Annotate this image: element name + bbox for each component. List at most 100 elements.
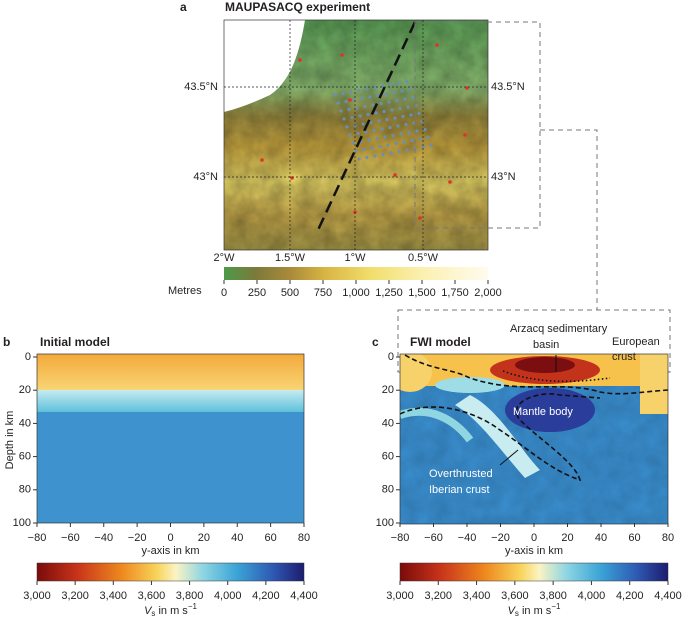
station <box>392 90 396 95</box>
x-tick-label: −80 <box>28 532 47 544</box>
station <box>383 135 387 139</box>
station <box>374 111 378 115</box>
station <box>384 92 388 96</box>
station <box>393 116 397 120</box>
station <box>365 155 369 160</box>
initial-model-image <box>36 353 305 524</box>
annotation: Overthrusted <box>429 468 493 480</box>
station <box>380 127 384 131</box>
station <box>411 95 415 100</box>
colorbar-tick-label: 0 <box>221 287 227 299</box>
lat-label: 43.5°N <box>491 81 525 93</box>
station <box>401 114 405 119</box>
station <box>426 135 430 140</box>
panel-title: Initial model <box>40 335 110 349</box>
station <box>377 119 381 123</box>
station <box>333 93 337 97</box>
station <box>381 84 385 88</box>
station <box>356 131 360 136</box>
x-tick-label: 60 <box>265 532 277 544</box>
colorbar-tick-label: 1,250 <box>375 287 403 299</box>
colorbar-tick-label: 3,800 <box>539 590 567 602</box>
colorbar-tick-label: 4,000 <box>578 590 606 602</box>
colorbar-tick-label: 2,000 <box>474 287 502 299</box>
exponent: −1 <box>551 602 561 611</box>
station <box>369 120 373 125</box>
colorbar-tick-label: 3,400 <box>100 590 128 602</box>
station <box>393 173 397 177</box>
station <box>260 158 264 162</box>
colorbar-tick-label: 3,600 <box>138 590 166 602</box>
annotation: basin <box>533 339 559 351</box>
station <box>410 138 414 143</box>
annotation: Iberian crust <box>429 484 490 496</box>
colorbar-tick-label: 3,000 <box>23 590 51 602</box>
x-tick-label: 0 <box>531 532 537 544</box>
lon-label: 2°W <box>214 252 236 264</box>
station <box>408 87 412 92</box>
station <box>348 98 352 102</box>
station <box>394 141 398 146</box>
station <box>354 149 358 153</box>
station <box>402 140 406 144</box>
station <box>341 91 345 96</box>
x-tick-label: 80 <box>298 532 310 544</box>
colorbar-tick-label: 250 <box>248 287 266 299</box>
station <box>448 180 452 184</box>
colorbar-tick-label: 3,400 <box>463 590 491 602</box>
station <box>361 122 365 126</box>
colorbar-tick-label: 3,200 <box>425 590 453 602</box>
panel-label: c <box>372 335 379 349</box>
panel-label: b <box>3 335 10 349</box>
unit: in m s <box>519 605 552 617</box>
station <box>415 129 419 133</box>
y-tick-label: 40 <box>382 417 394 429</box>
subscript: s <box>515 609 519 618</box>
station <box>403 97 407 101</box>
station <box>342 117 346 121</box>
station <box>339 109 343 113</box>
station <box>360 96 364 101</box>
station <box>390 108 394 112</box>
x-tick-label: 20 <box>561 532 573 544</box>
colorbar-tick-label: 1,500 <box>408 287 436 299</box>
station <box>373 85 377 90</box>
colorbar-label: Vs in m s−1 <box>144 602 197 618</box>
station <box>407 130 411 135</box>
station <box>395 98 399 103</box>
station <box>463 133 467 137</box>
station <box>465 86 469 90</box>
station <box>357 88 361 93</box>
station <box>397 81 401 85</box>
colorbar-tick-label: 3,600 <box>501 590 529 602</box>
annotation: crust <box>612 351 636 363</box>
lat-label: 43°N <box>193 171 218 183</box>
station <box>373 154 377 158</box>
colorbar-tick-label: 3,000 <box>386 590 414 602</box>
y-tick-label: 100 <box>376 517 394 529</box>
y-tick-label: 100 <box>13 517 31 529</box>
station <box>386 143 390 147</box>
y-axis-label: Depth in km <box>4 411 16 470</box>
station <box>367 138 371 142</box>
x-tick-label: −80 <box>391 532 410 544</box>
x-tick-label: −20 <box>128 532 147 544</box>
annotation: Arzacq sedimentary <box>510 323 608 335</box>
x-tick-label: 60 <box>628 532 640 544</box>
station <box>348 133 352 137</box>
station <box>364 130 368 134</box>
lon-label: 0.5°W <box>408 252 439 264</box>
lon-label: 1.5°W <box>275 252 306 264</box>
symbol: V <box>144 605 153 617</box>
colorbar-tick-label: 1,750 <box>441 287 469 299</box>
station <box>349 90 353 94</box>
x-tick-label: −20 <box>491 532 510 544</box>
x-tick-label: 40 <box>595 532 607 544</box>
colorbar-tick-label: 4,400 <box>654 590 682 602</box>
station <box>398 106 402 111</box>
colorbar-tick-label: 750 <box>314 287 332 299</box>
station <box>378 144 382 149</box>
colorbar-tick-label: 500 <box>281 287 299 299</box>
station <box>389 82 393 87</box>
